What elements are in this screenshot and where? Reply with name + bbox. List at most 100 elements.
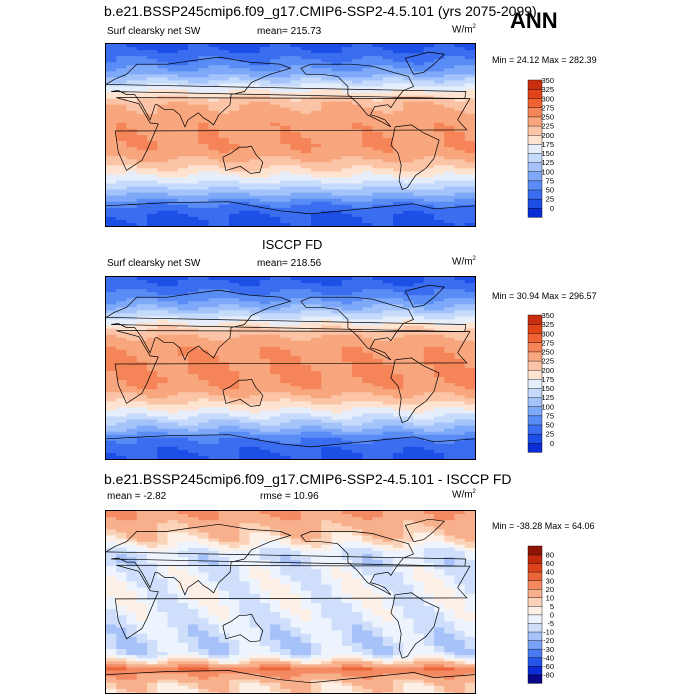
map-cell	[259, 322, 271, 327]
map-cell	[423, 449, 435, 454]
map-cell	[413, 277, 425, 281]
map-cell	[362, 68, 374, 72]
map-cell	[188, 144, 199, 148]
map-cell	[188, 68, 199, 72]
map-cell	[464, 517, 475, 521]
map-cell	[321, 550, 333, 555]
map-cell	[290, 47, 302, 51]
map-cell	[464, 380, 475, 384]
map-cell	[157, 434, 169, 439]
map-cell	[239, 304, 251, 308]
map-cell	[208, 349, 220, 354]
map-cell	[423, 523, 435, 527]
map-cell	[167, 325, 179, 330]
map-cell	[126, 377, 138, 381]
map-cell	[382, 313, 394, 318]
map-cell	[403, 165, 415, 169]
map-cell	[434, 295, 445, 299]
map-cell	[352, 159, 363, 163]
map-cell	[157, 407, 169, 412]
map-cell	[311, 541, 322, 546]
map-cell	[403, 398, 415, 402]
map-cell	[464, 189, 475, 194]
map-cell	[382, 295, 394, 299]
map-cell	[229, 195, 240, 200]
map-cell	[290, 195, 302, 200]
map-cell	[167, 449, 179, 454]
map-cell	[188, 440, 199, 445]
map-cell	[147, 183, 158, 188]
map-cell	[198, 550, 210, 555]
map-cell	[136, 407, 148, 412]
map-cell	[464, 283, 475, 287]
map-cell	[382, 83, 394, 88]
map-cell	[280, 386, 292, 390]
map-cell	[290, 343, 302, 348]
map-cell	[382, 113, 394, 118]
map-cell	[311, 416, 322, 421]
map-cell	[136, 511, 148, 515]
map-cell	[147, 189, 158, 194]
map-cell	[198, 183, 210, 188]
map-cell	[126, 319, 138, 324]
map-cell	[434, 144, 445, 148]
map-cell	[126, 147, 138, 151]
map-cell	[177, 523, 189, 527]
map-cell	[300, 538, 312, 543]
map-cell	[393, 517, 404, 521]
map-cell	[454, 53, 466, 57]
map-cell	[372, 334, 384, 339]
map-cell	[290, 141, 302, 145]
map-cell	[126, 119, 138, 124]
map-cell	[106, 283, 117, 287]
map-cell	[147, 74, 158, 78]
map-cell	[300, 316, 312, 321]
map-cell	[434, 219, 445, 224]
map-cell	[300, 183, 312, 188]
map-cell	[290, 116, 302, 121]
map-cell	[177, 532, 189, 537]
map-cell	[218, 186, 230, 191]
map-cell	[136, 443, 148, 448]
map-cell	[259, 135, 271, 139]
map-cell	[311, 195, 322, 200]
map-cell	[403, 56, 415, 60]
map-cell	[167, 352, 179, 357]
map-cell	[413, 331, 425, 336]
map-cell	[116, 425, 128, 430]
map-cell	[239, 374, 251, 378]
map-cell	[198, 310, 210, 314]
map-cell	[270, 443, 281, 448]
map-cell	[331, 86, 343, 91]
map-cell	[259, 538, 271, 543]
map-cell	[423, 119, 435, 124]
map-cell	[208, 138, 220, 142]
map-cell	[403, 192, 415, 197]
map-cell	[270, 386, 281, 390]
map-cell	[300, 449, 312, 454]
map-cell	[218, 277, 230, 281]
map-cell	[188, 219, 199, 224]
map-cell	[259, 407, 271, 412]
map-cell	[290, 301, 302, 305]
map-cell	[362, 86, 374, 91]
map-cell	[239, 277, 251, 281]
map-cell	[259, 340, 271, 345]
map-cell	[341, 416, 353, 421]
map-cell	[188, 222, 199, 226]
map-cell	[116, 283, 128, 287]
map-cell	[136, 334, 148, 339]
map-cell	[372, 177, 384, 182]
map-cell	[393, 50, 404, 54]
map-cell	[136, 560, 148, 564]
map-cell	[311, 371, 322, 375]
map-cell	[229, 449, 240, 454]
map-cell	[454, 331, 466, 336]
map-cell	[177, 53, 189, 57]
map-cell	[341, 298, 353, 302]
map-cell	[434, 352, 445, 357]
map-cell	[362, 104, 374, 109]
map-cell	[177, 295, 189, 299]
map-cell	[259, 201, 271, 206]
map-cell	[259, 50, 271, 54]
